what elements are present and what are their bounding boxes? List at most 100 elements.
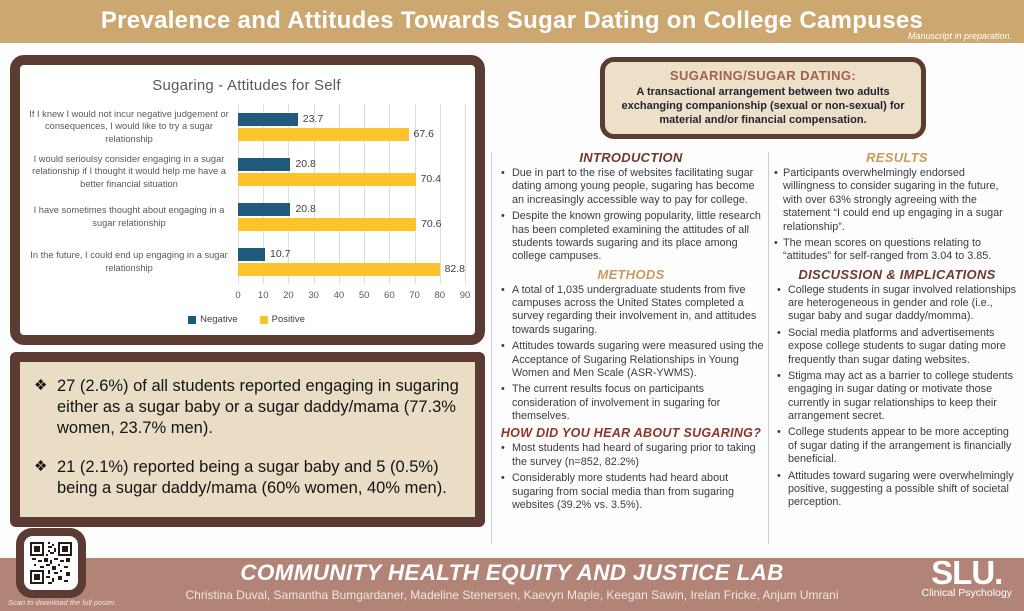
bullet-item: Considerably more students had heard abo…	[498, 472, 764, 512]
bar-line: 67.6	[238, 127, 465, 141]
footer-center: COMMUNITY HEALTH EQUITY AND JUSTICE LAB …	[170, 560, 854, 602]
slu-logo-subtext: Clinical Psychology	[921, 587, 1012, 599]
bar-value-label: 20.8	[295, 158, 316, 170]
x-axis-tick: 70	[409, 290, 420, 301]
gridline	[439, 104, 441, 284]
bar-value-label: 67.6	[413, 128, 434, 140]
qr-code-frame	[24, 536, 78, 590]
footer-band	[0, 558, 1024, 611]
chart-title: Sugaring - Attitudes for Self	[152, 77, 341, 94]
slu-logo: SLU. Clinical Psychology	[922, 556, 1012, 599]
bar-negative	[238, 202, 291, 216]
methods-list: A total of 1,035 undergraduate students …	[498, 284, 764, 424]
legend-label: Negative	[200, 314, 238, 325]
bar-negative	[238, 247, 265, 261]
key-findings-panel: 27 (2.6%) of all students reported engag…	[10, 352, 485, 527]
column-divider	[491, 152, 492, 544]
manuscript-note: Manuscript in preparation.	[907, 31, 1012, 41]
legend-swatch	[259, 315, 268, 324]
column-divider	[768, 152, 769, 544]
chart-category-labels: If I knew I would not incur negative jud…	[28, 104, 230, 304]
bar-positive	[238, 262, 440, 276]
definition-body: A transactional arrangement between two …	[621, 86, 905, 127]
bar-value-label: 70.6	[421, 218, 442, 230]
bullet-item: Participants overwhelmingly endorsed wil…	[774, 167, 1020, 234]
chart-panel: Sugaring - Attitudes for Self If I knew …	[10, 55, 485, 345]
bar-group: 20.8 70.6	[238, 194, 465, 239]
bullet-item: The current results focus on participant…	[498, 383, 764, 423]
bar-group: 20.8 70.4	[238, 149, 465, 194]
bullet-item: Despite the known growing popularity, li…	[498, 210, 764, 264]
bar-negative	[238, 112, 298, 126]
bar-line: 20.8	[238, 202, 465, 216]
gridline	[465, 104, 466, 284]
bar-value-label: 20.8	[295, 203, 316, 215]
section-heading-discussion: DISCUSSION & IMPLICATIONS	[798, 266, 996, 282]
bar-positive	[238, 217, 417, 231]
bar-value-label: 23.7	[302, 113, 324, 125]
key-finding: 27 (2.6%) of all students reported engag…	[34, 376, 461, 439]
slu-logo-text: SLU.	[931, 554, 1003, 591]
bullet-item: Attitudes towards sugaring were measured…	[498, 340, 764, 380]
x-axis-tick: 60	[384, 290, 395, 301]
bar-negative	[238, 157, 291, 171]
bullet-item: College students appear to be more accep…	[774, 426, 1020, 466]
bar-value-label: 10.7	[269, 248, 291, 260]
bullet-item: The mean scores on questions relating to…	[774, 237, 1020, 264]
header-band: Prevalence and Attitudes Towards Sugar D…	[0, 0, 1024, 43]
gridline	[338, 104, 340, 284]
hear-about-list: Most students had heard of sugaring prio…	[498, 442, 764, 512]
bar-value-label: 70.4	[420, 173, 441, 185]
column-right: RESULTS Participants overwhelmingly endo…	[774, 148, 1020, 513]
bar-group: 23.7 67.6	[238, 104, 465, 149]
definition-title: SUGARING/SUGAR DATING:	[669, 68, 857, 83]
bar-line: 20.8	[238, 157, 465, 171]
lab-title: COMMUNITY HEALTH EQUITY AND JUSTICE LAB	[240, 560, 784, 585]
gridline	[364, 104, 366, 284]
bar-positive	[238, 127, 409, 141]
legend-item-positive: Positive	[259, 314, 305, 325]
chart-plot-column: 23.7 67.6 20.8 70.4 20.8 70.6 10.7 82.8 0 10 20 30 4…	[235, 104, 470, 304]
introduction-list: Due in part to the rise of websites faci…	[498, 167, 764, 264]
qr-code-icon	[30, 542, 72, 584]
bar-line: 70.6	[238, 217, 465, 231]
section-heading-hear-about: HOW DID YOU HEAR ABOUT SUGARING?	[500, 426, 762, 441]
legend-label: Positive	[271, 314, 305, 325]
gridline	[389, 104, 391, 284]
page-title: Prevalence and Attitudes Towards Sugar D…	[100, 7, 924, 34]
bullet-item: College students in sugar involved relat…	[774, 284, 1020, 324]
bar-group: 10.7 82.8	[238, 239, 465, 284]
x-axis-tick: 30	[308, 290, 319, 301]
chart-legend: Negative Positive	[28, 314, 465, 325]
gridline	[313, 104, 315, 284]
section-heading-introduction: INTRODUCTION	[579, 150, 683, 165]
category-label: If I knew I would not incur negative jud…	[29, 109, 229, 144]
column-middle: INTRODUCTION Due in part to the rise of …	[498, 148, 764, 515]
x-axis-tick: 0	[235, 290, 241, 301]
bullet-item: Stigma may act as a barrier to college s…	[774, 370, 1020, 424]
bullet-item: Social media platforms and advertisement…	[774, 327, 1020, 367]
x-axis: 0 10 20 30 40 50 60 70 80 90	[235, 288, 470, 304]
bullet-item: Attitudes toward sugaring were overwhelm…	[774, 470, 1020, 510]
results-list: Participants overwhelmingly endorsed wil…	[774, 167, 1020, 264]
category-label: In the future, I could end up engaging i…	[30, 250, 228, 273]
bar-line: 23.7	[238, 112, 465, 126]
bullet-item: A total of 1,035 undergraduate students …	[498, 284, 764, 338]
qr-code-block	[16, 528, 86, 598]
x-axis-tick: 10	[257, 290, 269, 301]
x-axis-tick: 40	[333, 290, 345, 301]
section-heading-results: RESULTS	[866, 150, 928, 165]
bar-positive	[238, 172, 416, 186]
chart-plot: 23.7 67.6 20.8 70.4 20.8 70.6 10.7 82.8	[238, 104, 466, 284]
x-axis-tick: 80	[434, 290, 446, 301]
legend-item-negative: Negative	[188, 314, 238, 325]
authors-line: Christina Duval, Samantha Bumgardaner, M…	[185, 588, 839, 602]
bullet-item: Most students had heard of sugaring prio…	[498, 442, 764, 469]
gridline	[414, 104, 416, 284]
bullet-item: Due in part to the rise of websites faci…	[498, 167, 764, 207]
gridline	[238, 104, 239, 284]
bar-line: 10.7	[238, 247, 465, 261]
gridline	[263, 104, 265, 284]
discussion-list: College students in sugar involved relat…	[774, 284, 1020, 510]
